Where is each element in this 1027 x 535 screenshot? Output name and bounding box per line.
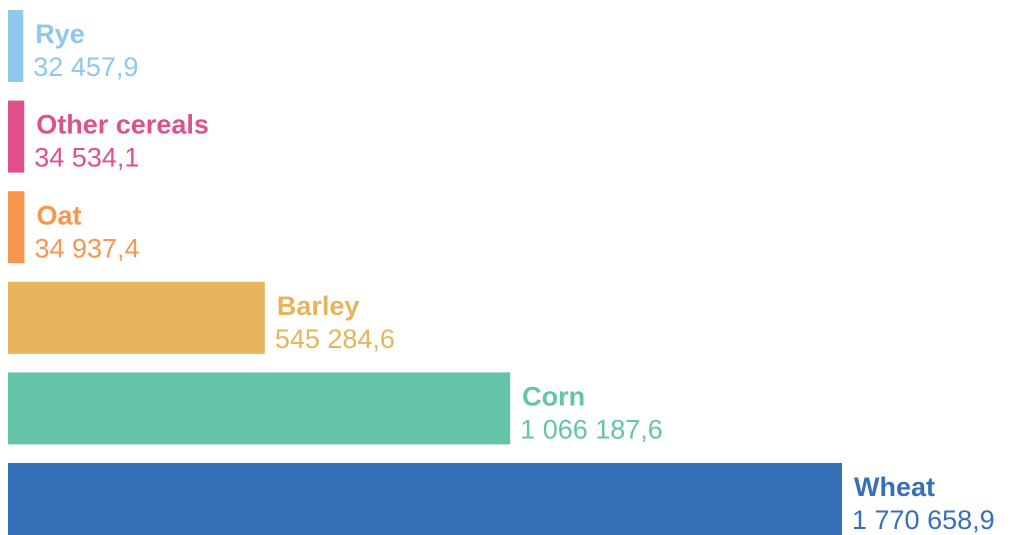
bar-name: Barley xyxy=(277,291,360,321)
value-label: 32 457,9 xyxy=(33,52,138,82)
bar-name: Oat xyxy=(36,200,81,230)
bar xyxy=(8,463,842,535)
value-label: 545 284,6 xyxy=(275,324,395,354)
bar xyxy=(8,191,25,264)
value-label: 1 770 658,9 xyxy=(852,505,995,535)
bar xyxy=(8,10,24,82)
bar-name: Other cereals xyxy=(36,110,209,140)
bar-name: Rye xyxy=(35,19,85,49)
bar-name: Corn xyxy=(522,382,585,412)
value-label: 34 534,1 xyxy=(34,143,139,173)
bar xyxy=(8,100,25,173)
bar xyxy=(8,281,265,354)
value-label: 34 937,4 xyxy=(34,233,139,263)
bar xyxy=(8,372,511,445)
bar-name: Wheat xyxy=(854,472,935,502)
value-label: 1 066 187,6 xyxy=(520,415,663,445)
